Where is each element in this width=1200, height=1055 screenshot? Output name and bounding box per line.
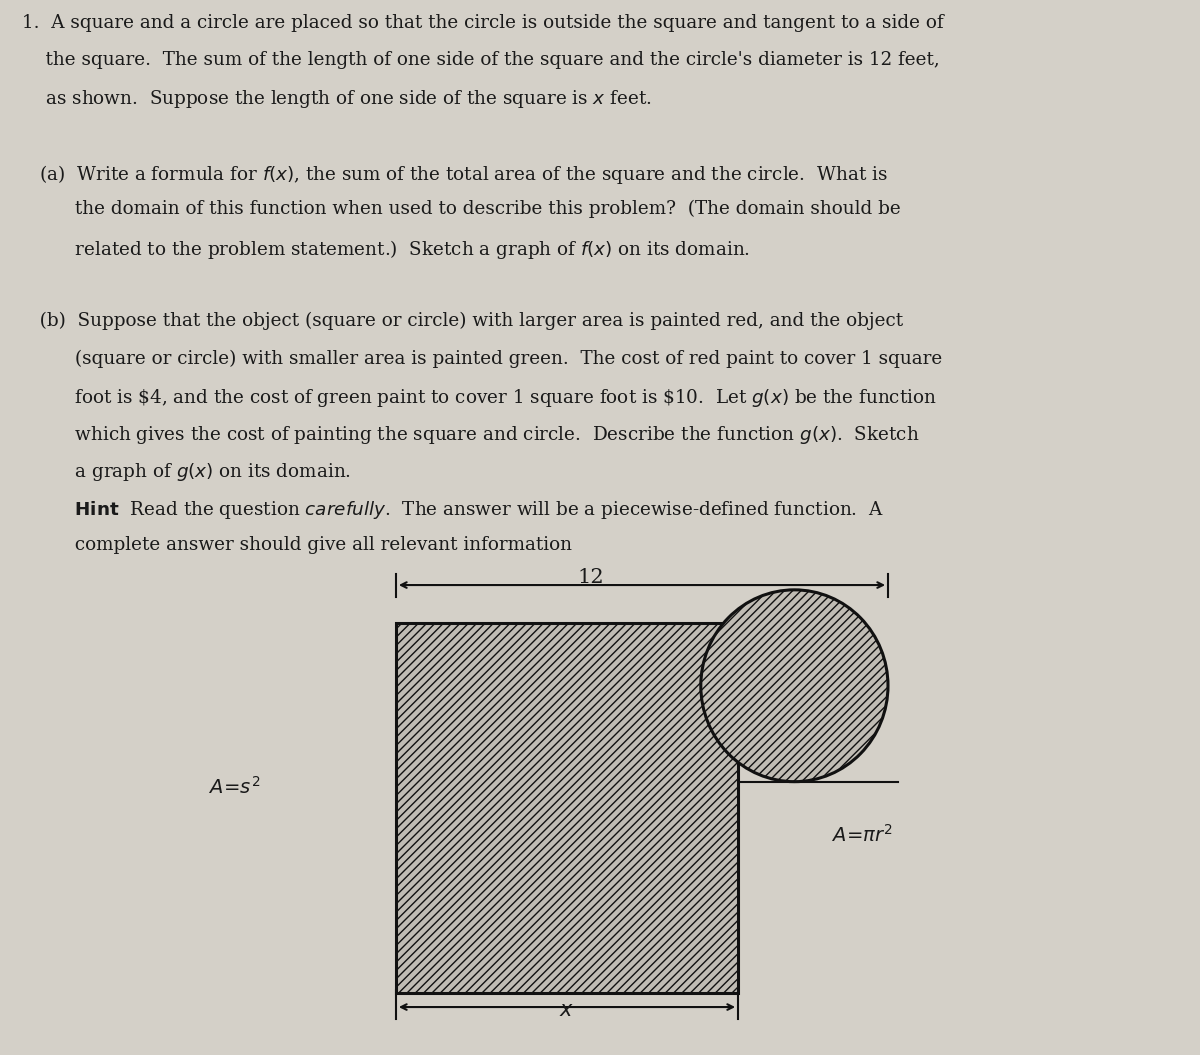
Text: which gives the cost of painting the square and circle.  Describe the function $: which gives the cost of painting the squ… bbox=[22, 424, 919, 446]
Text: $x$: $x$ bbox=[559, 1000, 574, 1019]
Text: as shown.  Suppose the length of one side of the square is $x$ feet.: as shown. Suppose the length of one side… bbox=[22, 89, 652, 111]
Text: 1.  A square and a circle are placed so that the circle is outside the square an: 1. A square and a circle are placed so t… bbox=[22, 14, 943, 32]
Text: a graph of $g(x)$ on its domain.: a graph of $g(x)$ on its domain. bbox=[22, 461, 350, 483]
Text: the domain of this function when used to describe this problem?  (The domain sho: the domain of this function when used to… bbox=[22, 200, 900, 218]
Text: related to the problem statement.)  Sketch a graph of $f(x)$ on its domain.: related to the problem statement.) Sketc… bbox=[22, 237, 750, 261]
Text: the square.  The sum of the length of one side of the square and the circle's di: the square. The sum of the length of one… bbox=[22, 51, 940, 69]
Text: $\mathbf{Hint}$  Read the question $\mathit{carefully}$.  The answer will be a p: $\mathbf{Hint}$ Read the question $\math… bbox=[22, 499, 883, 521]
Text: foot is \$4, and the cost of green paint to cover 1 square foot is \$10.  Let $g: foot is \$4, and the cost of green paint… bbox=[22, 387, 936, 408]
Bar bbox=[396, 624, 738, 993]
Text: 12: 12 bbox=[577, 568, 604, 587]
Text: (square or circle) with smaller area is painted green.  The cost of red paint to: (square or circle) with smaller area is … bbox=[22, 349, 942, 368]
Ellipse shape bbox=[701, 590, 888, 782]
Text: complete answer should give all relevant information: complete answer should give all relevant… bbox=[22, 536, 571, 554]
Text: (a)  Write a formula for $f(x)$, the sum of the total area of the square and the: (a) Write a formula for $f(x)$, the sum … bbox=[22, 162, 887, 186]
Text: $A\!=\!\pi r^2$: $A\!=\!\pi r^2$ bbox=[830, 824, 893, 845]
Text: (b)  Suppose that the object (square or circle) with larger area is painted red,: (b) Suppose that the object (square or c… bbox=[22, 312, 902, 330]
Text: $A\!=\!s^2$: $A\!=\!s^2$ bbox=[208, 775, 260, 798]
